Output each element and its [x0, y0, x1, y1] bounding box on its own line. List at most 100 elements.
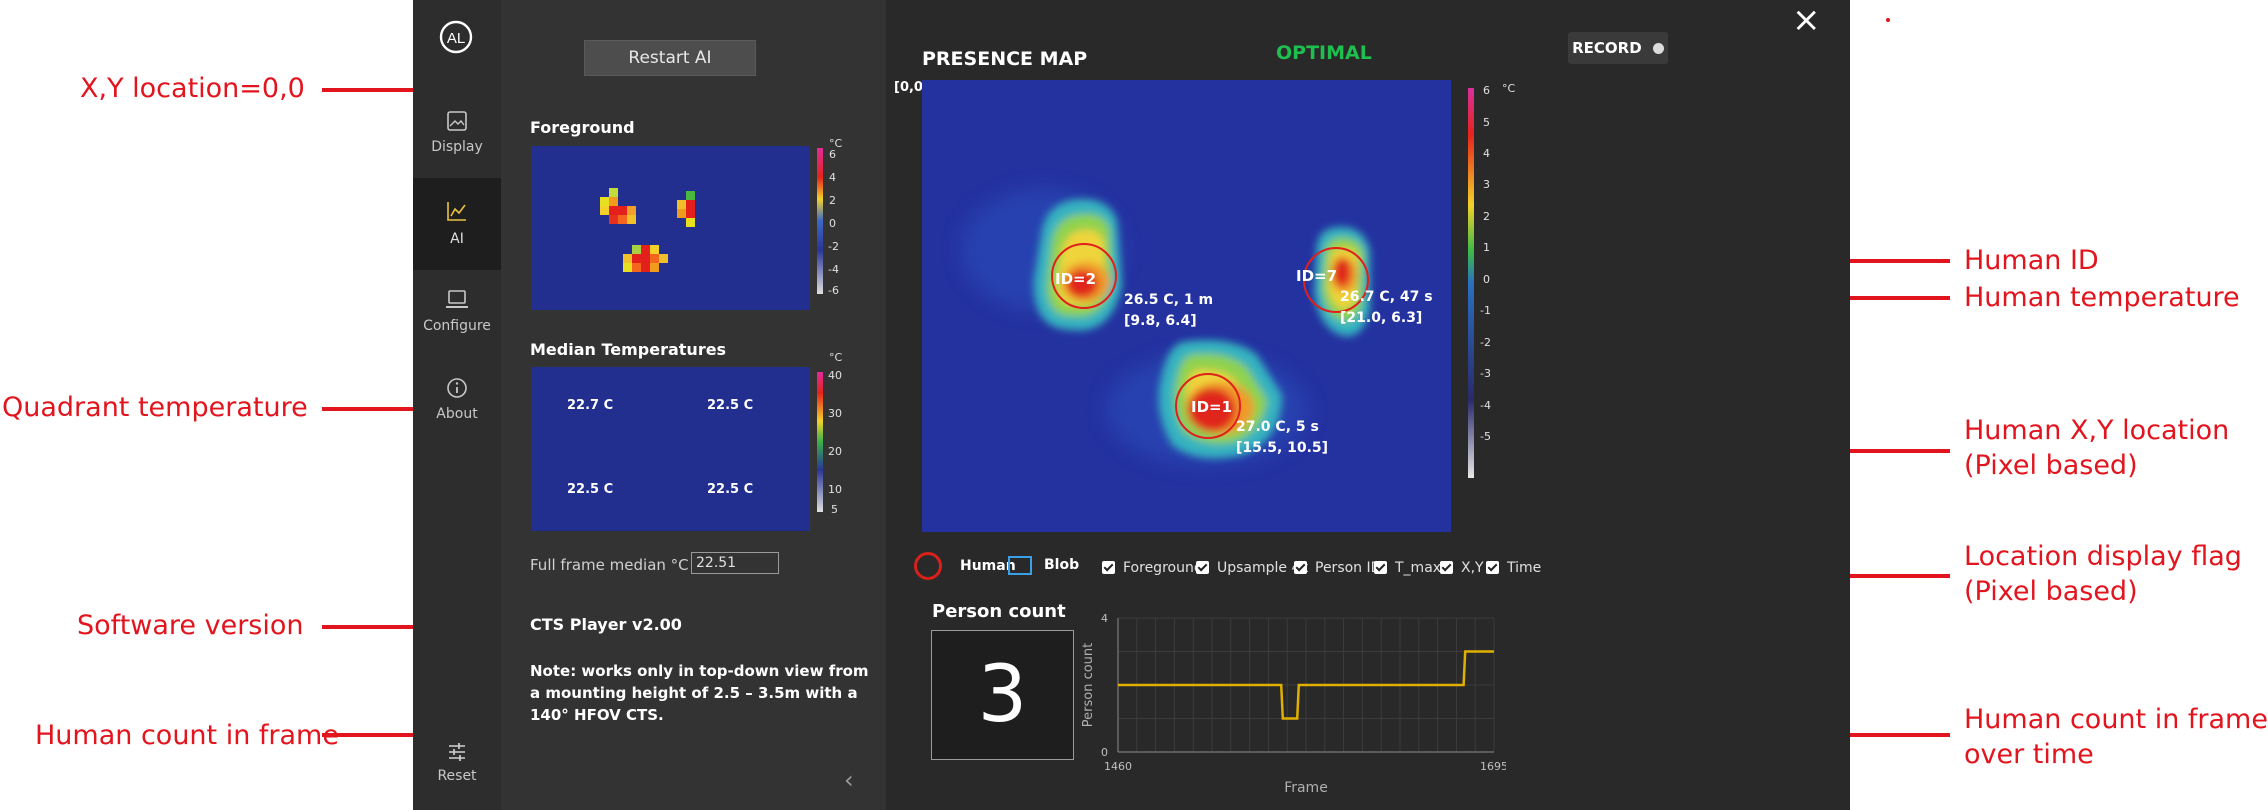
checkbox-xy-box[interactable] [1440, 561, 1453, 574]
chart-series-line [1118, 650, 1494, 720]
checkbox-time-box[interactable] [1486, 561, 1499, 574]
checkbox-t-max[interactable]: T_max [1374, 560, 1441, 578]
human-pos-7: [21.0, 6.3] [1340, 310, 1423, 326]
person-count-value: 3 [977, 650, 1028, 740]
human-circle-id7 [1303, 247, 1369, 313]
nav-item-reset[interactable]: Reset [413, 726, 501, 796]
presence-map-heatmap [922, 80, 1451, 532]
nav-item-ai[interactable]: AI [413, 178, 501, 270]
checkbox-time-label: Time [1507, 560, 1542, 576]
record-label: RECORD [1572, 39, 1642, 57]
annotation-human-temperature: Human temperature [1964, 282, 2240, 313]
checkbox-xy-label: X,Y [1461, 560, 1484, 576]
chart-y-tick-label: 4 [1101, 612, 1108, 625]
annotation-software-version: Software version [77, 610, 304, 641]
checkbox-t-max-box[interactable] [1374, 561, 1387, 574]
nav-label-about: About [436, 406, 478, 422]
checkbox-foreground[interactable]: Foreground [1102, 560, 1203, 578]
median-tick: 20 [828, 445, 842, 458]
legend-human-label: Human [960, 558, 1016, 574]
nav-item-display[interactable]: Display [413, 92, 501, 184]
close-button[interactable]: × [1792, 0, 1821, 40]
presence-map-title: PRESENCE MAP [922, 48, 1088, 70]
checkbox-time[interactable]: Time [1486, 560, 1541, 578]
checkbox-upsample-label: Upsample 4x [1217, 560, 1309, 576]
presence-scale-tick: -3 [1480, 367, 1491, 380]
annotation-count-over-time-line1: Human count in frame [1964, 704, 2268, 735]
app-window: AL Display AI Configure [413, 0, 1850, 810]
human-circle-id2 [1051, 243, 1117, 309]
median-colorbar [817, 372, 823, 512]
presence-scale-tick: -5 [1480, 430, 1491, 443]
ai-settings-panel: Restart AI Foreground [501, 0, 886, 810]
human-circle-id1 [1175, 373, 1241, 439]
app-logo[interactable]: AL [438, 19, 474, 55]
map-origin-label: [0,0] [894, 80, 929, 95]
nav-item-configure[interactable]: Configure [413, 272, 501, 364]
quadrant-temperature-bottom-left: 22.5 C [567, 482, 614, 497]
nav-label-ai: AI [450, 231, 464, 247]
human-pos-1: [15.5, 10.5] [1236, 440, 1329, 456]
status-optimal: OPTIMAL [1276, 42, 1372, 64]
presence-scale-tick: -4 [1480, 399, 1491, 412]
checkbox-upsample[interactable]: Upsample 4x [1196, 560, 1309, 578]
nav-label-configure: Configure [423, 318, 491, 334]
annotation-human-xy-line2: (Pixel based) [1964, 450, 2138, 481]
annotation-location-flag-line2: (Pixel based) [1964, 576, 2138, 607]
logo-icon: AL [439, 20, 473, 54]
nav-item-about[interactable]: About [413, 362, 501, 454]
checkbox-person-id-box[interactable] [1294, 561, 1307, 574]
presence-scale-tick: 0 [1483, 273, 1490, 286]
checkbox-xy[interactable]: X,Y [1440, 560, 1484, 578]
foreground-tick: -6 [828, 284, 839, 297]
person-count-box [931, 630, 1074, 760]
foreground-unit: °C [829, 137, 843, 150]
checkbox-t-max-label: T_max [1395, 560, 1442, 576]
presence-scale-tick: 6 [1483, 84, 1490, 97]
checkbox-person-id[interactable]: Person ID [1294, 560, 1381, 578]
foreground-tick: 4 [829, 171, 836, 184]
checkbox-upsample-box[interactable] [1196, 561, 1209, 574]
person-count-title: Person count [932, 601, 1066, 622]
full-frame-median-input[interactable] [691, 552, 779, 574]
presence-scale-tick: 3 [1483, 178, 1490, 191]
sliders-icon [449, 743, 465, 761]
presence-scale-colorbar [1468, 88, 1474, 478]
chart-x-tick-label: 1695 [1480, 760, 1506, 773]
median-tick: 30 [828, 407, 842, 420]
median-quadrant-grid [531, 367, 810, 531]
collapse-panel-button[interactable]: ‹ [844, 766, 854, 794]
median-tick: 10 [828, 483, 842, 496]
foreground-tick: 6 [829, 148, 836, 161]
info-icon [447, 378, 467, 398]
record-button[interactable]: RECORD [1568, 32, 1668, 64]
foreground-tick: -2 [828, 240, 839, 253]
legend-blob-label: Blob [1044, 557, 1080, 573]
legend-blob-marker [1008, 556, 1032, 575]
checkbox-foreground-box[interactable] [1102, 561, 1115, 574]
legend-human-marker [914, 552, 942, 580]
presence-scale-tick: -1 [1480, 304, 1491, 317]
foreground-heatmap [531, 146, 810, 310]
foreground-colorbar [817, 148, 823, 294]
chart-y-tick-label: 0 [1101, 746, 1108, 759]
median-tick: 5 [831, 503, 838, 516]
presence-scale-unit: °C [1502, 82, 1516, 95]
human-temp-2: 26.5 C, 1 m [1124, 292, 1214, 308]
annotation-location-flag-line1: Location display flag [1964, 541, 2242, 572]
human-pos-2: [9.8, 6.4] [1124, 313, 1197, 329]
restart-ai-button[interactable]: Restart AI [584, 40, 756, 76]
usage-note: Note: works only in top-down view from a… [530, 662, 869, 724]
presence-map-area: PRESENCE MAP OPTIMAL RECORD × [0,0] [886, 0, 1850, 810]
presence-scale-tick: 2 [1483, 210, 1490, 223]
laptop-icon [446, 290, 468, 308]
annotation-human-xy-line1: Human X,Y location [1964, 415, 2230, 446]
presence-scale-tick: 4 [1483, 147, 1490, 160]
human-id-1: ID=1 [1191, 398, 1233, 416]
presence-scale-tick: -2 [1480, 336, 1491, 349]
human-id-7: ID=7 [1296, 267, 1338, 285]
foreground-tick: -4 [828, 263, 839, 276]
chart-x-tick-label: 1460 [1104, 760, 1132, 773]
software-version: CTS Player v2.00 [530, 615, 682, 634]
foreground-tick: 0 [829, 217, 836, 230]
